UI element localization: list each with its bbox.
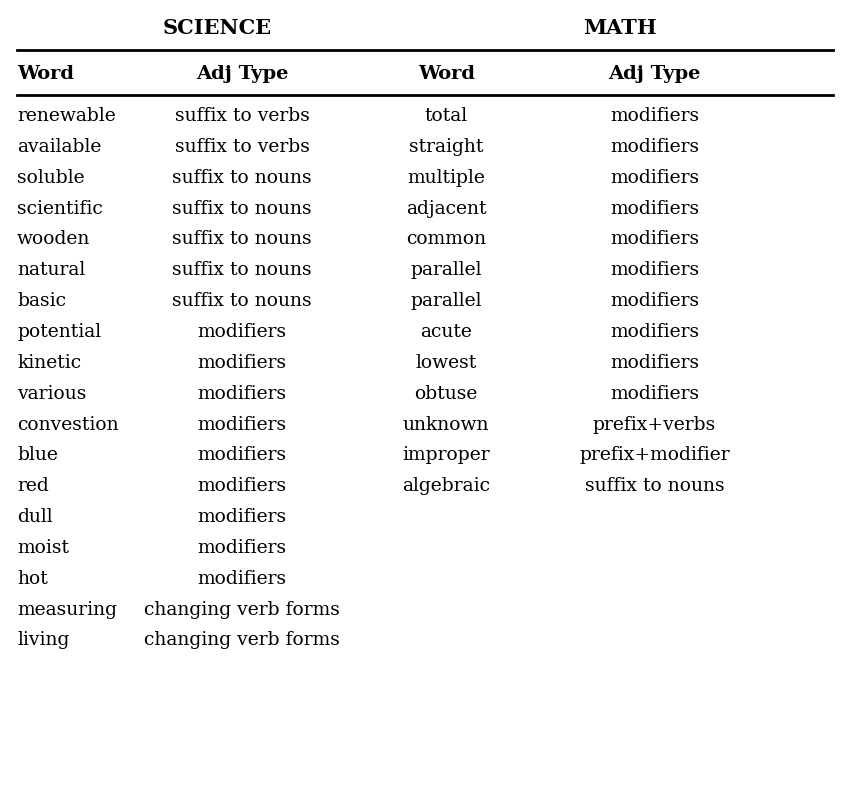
Text: suffix to nouns: suffix to nouns: [173, 261, 312, 280]
Text: modifiers: modifiers: [198, 323, 286, 341]
Text: unknown: unknown: [403, 416, 490, 433]
Text: improper: improper: [402, 446, 490, 465]
Text: convestion: convestion: [17, 416, 119, 433]
Text: obtuse: obtuse: [415, 384, 478, 403]
Text: available: available: [17, 138, 101, 156]
Text: modifiers: modifiers: [198, 539, 286, 557]
Text: SCIENCE: SCIENCE: [162, 18, 271, 38]
Text: acute: acute: [420, 323, 473, 341]
Text: changing verb forms: changing verb forms: [144, 601, 340, 618]
Text: modifiers: modifiers: [610, 384, 699, 403]
Text: parallel: parallel: [411, 292, 482, 310]
Text: Adj Type: Adj Type: [609, 65, 700, 83]
Text: parallel: parallel: [411, 261, 482, 280]
Text: suffix to nouns: suffix to nouns: [173, 199, 312, 218]
Text: adjacent: adjacent: [406, 199, 486, 218]
Text: natural: natural: [17, 261, 85, 280]
Text: total: total: [425, 107, 468, 125]
Text: prefix+verbs: prefix+verbs: [592, 416, 716, 433]
Text: multiple: multiple: [407, 169, 485, 187]
Text: common: common: [406, 231, 486, 248]
Text: modifiers: modifiers: [198, 477, 286, 495]
Text: moist: moist: [17, 539, 69, 557]
Text: modifiers: modifiers: [610, 231, 699, 248]
Text: suffix to nouns: suffix to nouns: [173, 231, 312, 248]
Text: Word: Word: [417, 65, 475, 83]
Text: red: red: [17, 477, 48, 495]
Text: Word: Word: [17, 65, 74, 83]
Text: wooden: wooden: [17, 231, 90, 248]
Text: suffix to verbs: suffix to verbs: [175, 107, 309, 125]
Text: MATH: MATH: [584, 18, 657, 38]
Text: prefix+modifier: prefix+modifier: [579, 446, 730, 465]
Text: modifiers: modifiers: [198, 446, 286, 465]
Text: dull: dull: [17, 508, 53, 526]
Text: kinetic: kinetic: [17, 354, 81, 372]
Text: suffix to nouns: suffix to nouns: [173, 292, 312, 310]
Text: soluble: soluble: [17, 169, 85, 187]
Text: basic: basic: [17, 292, 66, 310]
Text: hot: hot: [17, 570, 48, 588]
Text: modifiers: modifiers: [198, 508, 286, 526]
Text: straight: straight: [409, 138, 484, 156]
Text: Adj Type: Adj Type: [196, 65, 288, 83]
Text: modifiers: modifiers: [610, 107, 699, 125]
Text: modifiers: modifiers: [610, 261, 699, 280]
Text: modifiers: modifiers: [198, 570, 286, 588]
Text: modifiers: modifiers: [198, 354, 286, 372]
Text: lowest: lowest: [416, 354, 477, 372]
Text: suffix to nouns: suffix to nouns: [173, 169, 312, 187]
Text: modifiers: modifiers: [610, 199, 699, 218]
Text: suffix to nouns: suffix to nouns: [585, 477, 724, 495]
Text: modifiers: modifiers: [610, 292, 699, 310]
Text: modifiers: modifiers: [198, 384, 286, 403]
Text: scientific: scientific: [17, 199, 103, 218]
Text: modifiers: modifiers: [610, 169, 699, 187]
Text: suffix to verbs: suffix to verbs: [175, 138, 309, 156]
Text: algebraic: algebraic: [402, 477, 490, 495]
Text: modifiers: modifiers: [610, 354, 699, 372]
Text: measuring: measuring: [17, 601, 117, 618]
Text: living: living: [17, 631, 70, 650]
Text: modifiers: modifiers: [198, 416, 286, 433]
Text: various: various: [17, 384, 87, 403]
Text: potential: potential: [17, 323, 101, 341]
Text: changing verb forms: changing verb forms: [144, 631, 340, 650]
Text: modifiers: modifiers: [610, 323, 699, 341]
Text: renewable: renewable: [17, 107, 116, 125]
Text: blue: blue: [17, 446, 58, 465]
Text: modifiers: modifiers: [610, 138, 699, 156]
